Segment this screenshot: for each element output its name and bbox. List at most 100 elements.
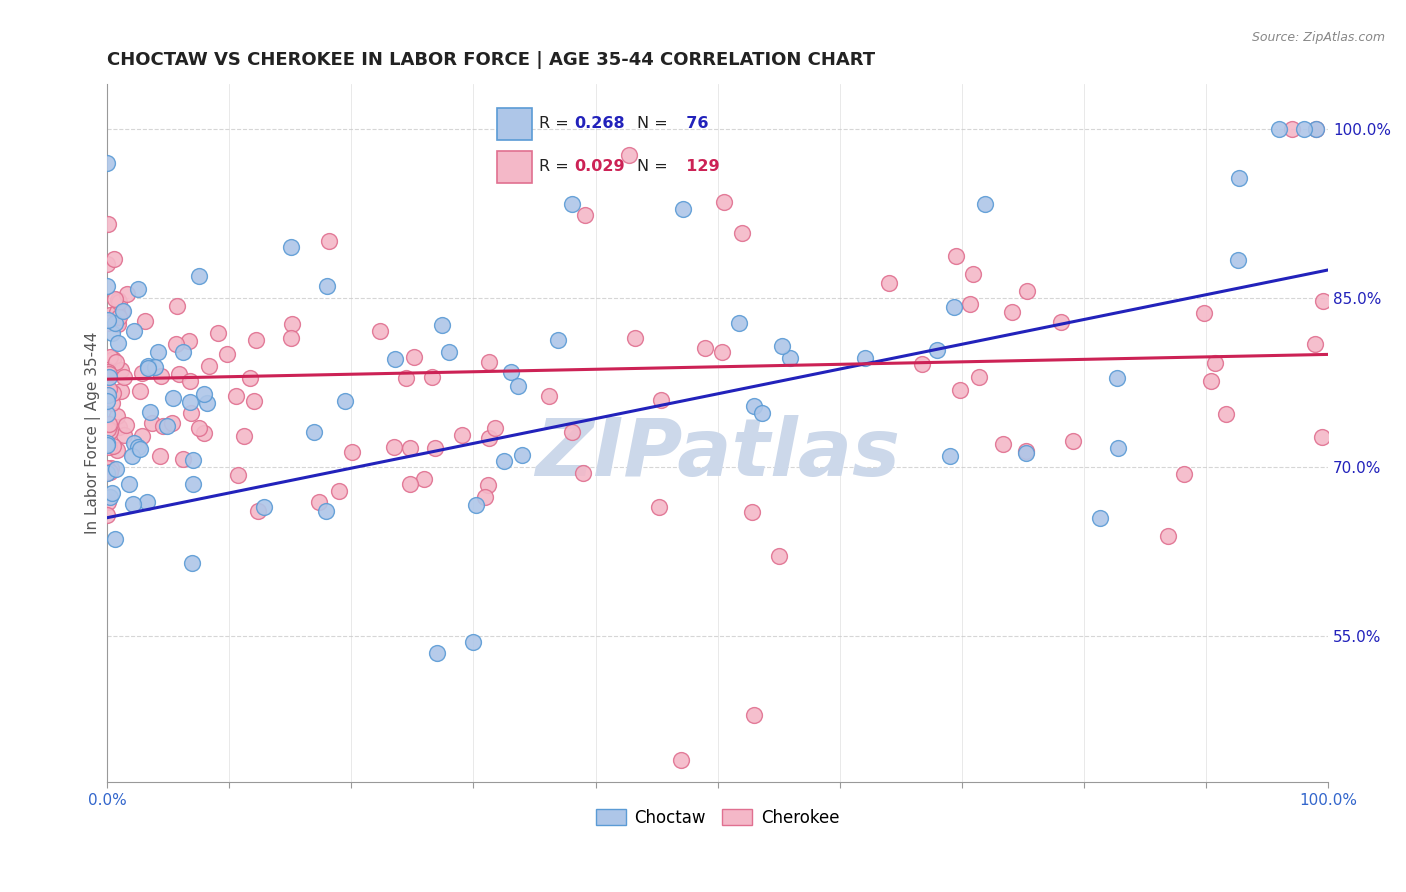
Point — [111, 304, 134, 318]
Point — [98, 350, 121, 364]
Point — [1015, 284, 1038, 298]
Point — [1305, 122, 1327, 136]
Point — [97, 365, 120, 379]
Point — [101, 326, 124, 341]
Point — [1199, 374, 1222, 388]
Point — [225, 389, 247, 403]
Point — [101, 485, 124, 500]
Point — [538, 389, 561, 403]
Point — [181, 556, 204, 570]
Point — [166, 299, 188, 313]
Point — [193, 426, 215, 441]
Point — [115, 287, 138, 301]
Point — [1227, 170, 1250, 185]
Point — [561, 425, 583, 439]
Point — [172, 345, 194, 359]
Point — [742, 400, 765, 414]
Text: Source: ZipAtlas.com: Source: ZipAtlas.com — [1251, 31, 1385, 45]
Point — [198, 359, 221, 374]
Point — [149, 368, 172, 383]
Point — [104, 462, 127, 476]
Point — [508, 378, 530, 392]
Point — [97, 421, 120, 435]
Point — [280, 240, 302, 254]
Point — [96, 466, 118, 480]
Point — [105, 355, 128, 369]
Point — [195, 396, 218, 410]
Point — [96, 155, 118, 169]
Point — [742, 707, 765, 722]
Text: CHOCTAW VS CHEROKEE IN LABOR FORCE | AGE 35-44 CORRELATION CHART: CHOCTAW VS CHEROKEE IN LABOR FORCE | AGE… — [107, 51, 876, 69]
Point — [942, 300, 965, 314]
Point — [179, 375, 201, 389]
Point — [97, 463, 120, 477]
Point — [430, 318, 453, 333]
Point — [143, 360, 166, 375]
Point — [1001, 305, 1024, 319]
Point — [768, 549, 790, 563]
Point — [97, 440, 120, 454]
Point — [308, 494, 330, 508]
Point — [105, 304, 128, 318]
Point — [647, 500, 669, 514]
Point — [617, 148, 640, 162]
Point — [1204, 356, 1226, 370]
Point — [426, 646, 449, 660]
Point — [110, 304, 132, 318]
Point — [1310, 430, 1333, 444]
Point — [246, 503, 269, 517]
Point — [169, 367, 191, 381]
Point — [991, 436, 1014, 450]
Point — [141, 416, 163, 430]
Point — [107, 293, 129, 307]
Point — [207, 326, 229, 341]
Point — [103, 385, 125, 400]
Point — [226, 468, 249, 483]
Point — [484, 421, 506, 435]
Point — [727, 316, 749, 330]
Point — [215, 347, 238, 361]
Point — [342, 445, 364, 459]
Point — [122, 435, 145, 450]
Point — [128, 384, 150, 398]
Point — [751, 406, 773, 420]
Point — [384, 351, 406, 366]
Point — [463, 634, 485, 648]
Point — [474, 490, 496, 504]
Point — [156, 418, 179, 433]
Point — [149, 449, 172, 463]
Point — [253, 500, 276, 515]
Point — [100, 460, 122, 475]
Point — [650, 392, 672, 407]
Point — [492, 454, 515, 468]
Point — [1088, 511, 1111, 525]
Point — [96, 508, 118, 523]
Point — [97, 388, 120, 402]
Point — [136, 361, 159, 376]
Point — [384, 440, 406, 454]
Point — [187, 421, 209, 435]
Point — [437, 345, 460, 359]
Point — [945, 249, 967, 263]
Point — [103, 293, 125, 307]
Point — [131, 429, 153, 443]
Point — [112, 369, 135, 384]
Point — [395, 371, 418, 385]
Point — [731, 226, 754, 240]
Point — [547, 333, 569, 347]
Legend: Choctaw, Cherokee: Choctaw, Cherokee — [589, 802, 846, 833]
Point — [165, 336, 187, 351]
Point — [315, 503, 337, 517]
Point — [1015, 443, 1038, 458]
Point — [967, 370, 990, 384]
Point — [1215, 407, 1237, 421]
Point — [398, 441, 420, 455]
Point — [96, 362, 118, 376]
Text: ZIPatlas: ZIPatlas — [536, 415, 900, 493]
Point — [108, 310, 131, 324]
Point — [911, 357, 934, 371]
Point — [104, 532, 127, 546]
Point — [97, 417, 120, 432]
Point — [232, 429, 254, 443]
Point — [136, 359, 159, 373]
